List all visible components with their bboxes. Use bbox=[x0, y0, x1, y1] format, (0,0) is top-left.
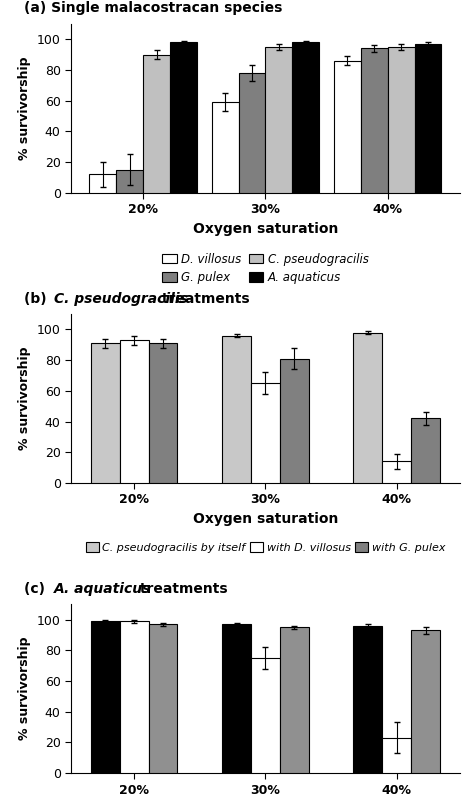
Bar bbox=[415, 44, 441, 193]
Bar bbox=[148, 344, 177, 483]
X-axis label: Oxygen saturation: Oxygen saturation bbox=[193, 512, 338, 526]
Bar bbox=[280, 359, 309, 483]
Bar bbox=[411, 630, 440, 773]
Bar bbox=[143, 54, 170, 193]
Bar bbox=[334, 61, 361, 193]
Text: C. pseudogracilis: C. pseudogracilis bbox=[54, 292, 188, 306]
Bar bbox=[388, 47, 415, 193]
Bar bbox=[119, 621, 148, 773]
Text: (c): (c) bbox=[25, 582, 50, 596]
X-axis label: Oxygen saturation: Oxygen saturation bbox=[193, 222, 338, 236]
Bar bbox=[238, 73, 265, 193]
Bar bbox=[91, 621, 119, 773]
Bar bbox=[292, 42, 319, 193]
Bar bbox=[90, 175, 116, 193]
Bar bbox=[251, 658, 280, 773]
Bar bbox=[170, 42, 197, 193]
Bar bbox=[91, 344, 119, 483]
Bar bbox=[222, 336, 251, 483]
Bar bbox=[148, 624, 177, 773]
Bar bbox=[361, 49, 388, 193]
Text: (a) Single malacostracan species: (a) Single malacostracan species bbox=[25, 2, 283, 15]
Y-axis label: % survivorship: % survivorship bbox=[18, 57, 31, 160]
Text: A. aquaticus: A. aquaticus bbox=[54, 582, 151, 596]
Bar bbox=[383, 461, 411, 483]
Bar bbox=[383, 738, 411, 773]
Bar bbox=[265, 47, 292, 193]
Bar bbox=[411, 418, 440, 483]
Bar bbox=[116, 170, 143, 193]
Bar bbox=[212, 102, 238, 193]
Bar bbox=[354, 626, 383, 773]
Bar bbox=[251, 383, 280, 483]
Legend: D. villosus, G. pulex, C. pseudogracilis, A. aquaticus: D. villosus, G. pulex, C. pseudogracilis… bbox=[163, 253, 368, 285]
Text: treatments: treatments bbox=[135, 582, 228, 596]
Bar bbox=[280, 627, 309, 773]
Bar bbox=[222, 624, 251, 773]
Text: (b): (b) bbox=[25, 292, 52, 306]
Legend: C. pseudogracilis by itself, with D. villosus, with G. pulex: C. pseudogracilis by itself, with D. vil… bbox=[86, 543, 445, 553]
Text: treatments: treatments bbox=[156, 292, 249, 306]
Y-axis label: % survivorship: % survivorship bbox=[18, 347, 31, 450]
Bar bbox=[354, 332, 383, 483]
Bar bbox=[119, 340, 148, 483]
Y-axis label: % survivorship: % survivorship bbox=[18, 637, 31, 740]
